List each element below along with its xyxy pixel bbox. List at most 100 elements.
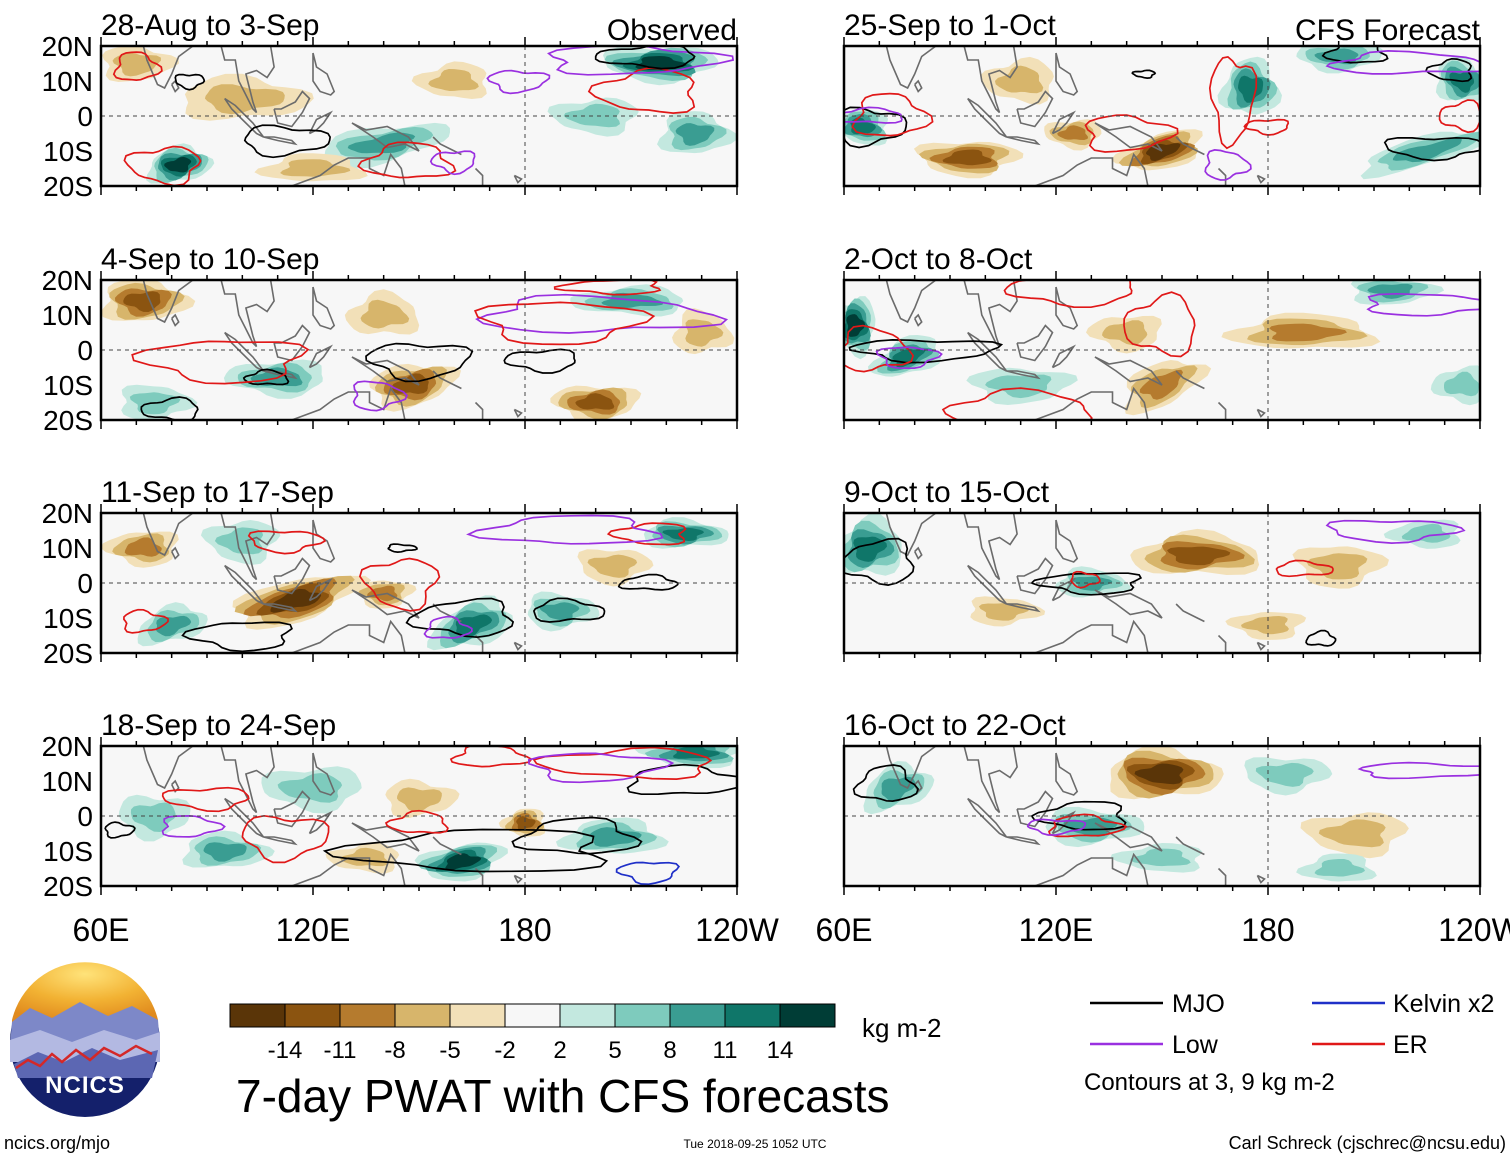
map-panel: 9-Oct to 15-Oct <box>842 476 1482 662</box>
contour-low <box>1325 50 1480 75</box>
coastline <box>351 589 420 619</box>
coastline <box>1175 370 1205 390</box>
contour-low <box>1026 818 1087 836</box>
pwat-anomaly-shade <box>1063 817 1118 837</box>
pwat-anomaly-shade <box>1367 283 1413 299</box>
panel-field <box>844 280 1480 420</box>
contour-er <box>112 51 163 81</box>
contour-er <box>1123 291 1196 358</box>
pwat-anomaly-shade <box>124 537 162 557</box>
contour-er <box>1243 118 1290 136</box>
contour-mjo <box>174 73 206 91</box>
coastline <box>963 513 1018 581</box>
map-panel: 16-Oct to 22-Oct <box>842 709 1482 895</box>
coastline <box>273 557 311 595</box>
x-tick-label: 60E <box>73 912 130 948</box>
coastline <box>291 852 406 886</box>
map-panel: 2-Oct to 8-Oct <box>842 243 1482 429</box>
pwat-anomaly-shade <box>673 746 721 759</box>
panel-title: 9-Oct to 15-Oct <box>844 476 1050 509</box>
coastline <box>142 280 194 324</box>
coastline <box>170 313 180 327</box>
pwat-anomaly-shade <box>846 314 866 337</box>
contour-mjo <box>181 621 293 653</box>
y-tick-label: 10S <box>43 603 93 634</box>
colorbar-swatch <box>229 1003 286 1028</box>
coastline <box>1055 286 1079 330</box>
pwat-anomaly-shade <box>662 527 704 541</box>
coastline <box>1055 752 1079 796</box>
map-panel: 18-Sep to 24-Sep 20N 10N 0 10S 20S <box>42 709 739 902</box>
panel-field <box>844 46 1480 186</box>
coastline <box>1034 619 1149 653</box>
contour-mjo <box>511 816 643 855</box>
pwat-anomaly-shade <box>1167 546 1231 566</box>
colorbar: -14 -11 -8 -5 -2 2 5 8 11 14 <box>229 1003 836 1064</box>
contour-low <box>1204 149 1252 181</box>
coastline <box>513 641 523 651</box>
contour-low <box>429 150 476 176</box>
contour-low <box>423 615 473 639</box>
contour-low <box>844 106 903 124</box>
colorbar-tick-label: 14 <box>767 1037 794 1064</box>
coastline <box>308 577 334 602</box>
contour-low <box>1357 761 1480 780</box>
x-tick-label: 180 <box>498 912 551 948</box>
coastline <box>885 46 937 90</box>
coastline <box>513 408 523 418</box>
coastline <box>1055 519 1079 563</box>
y-tick-label: 10S <box>43 836 93 867</box>
x-tick-label: 120E <box>1019 912 1094 948</box>
contour-low <box>466 514 664 545</box>
coastline <box>273 790 311 828</box>
pwat-anomaly-shade <box>978 603 1030 621</box>
contour-low <box>875 346 943 370</box>
legend-kelvin-label: Kelvin x2 <box>1393 990 1494 1018</box>
coastline <box>308 344 334 369</box>
pwat-anomaly-shade <box>1401 523 1451 543</box>
contour-mjo <box>844 537 915 586</box>
coastline <box>967 97 1008 138</box>
contour-er <box>358 557 441 612</box>
pwat-anomaly-shade <box>675 123 715 146</box>
contour-er <box>553 280 662 296</box>
panel-title: 16-Oct to 22-Oct <box>844 709 1066 742</box>
coastline <box>432 836 462 856</box>
pwat-anomaly-shade <box>1130 848 1191 867</box>
x-tick-label: 60E <box>816 912 873 948</box>
pwat-anomaly-shade <box>1269 323 1347 342</box>
contour-kelvin <box>615 861 681 886</box>
contour-er <box>241 814 330 864</box>
logo-text: NCICS <box>45 1072 125 1099</box>
pwat-anomaly-shade <box>1255 762 1314 787</box>
pwat-anomaly-shade <box>1134 763 1184 785</box>
y-tick-label: 20S <box>43 405 93 436</box>
coastline <box>885 513 937 557</box>
coastline <box>1051 110 1077 135</box>
footer-website: ncics.org/mjo <box>4 1133 110 1153</box>
pwat-anomaly-shade <box>1241 616 1289 635</box>
contour-er <box>1208 55 1258 150</box>
contour-mjo <box>387 543 418 553</box>
colorbar-tick-label: -11 <box>324 1037 357 1064</box>
y-tick-label: 20N <box>42 731 93 762</box>
coastline <box>1217 401 1227 420</box>
coastline <box>312 752 336 796</box>
contour-er <box>532 746 713 780</box>
pwat-anomaly-shade <box>392 373 429 394</box>
contour-er <box>1048 813 1128 838</box>
y-tick-label: 0 <box>77 335 93 366</box>
x-tick-label: 180 <box>1241 912 1294 948</box>
coastline <box>263 603 298 613</box>
contour-low <box>161 815 226 838</box>
y-tick-label: 10S <box>43 370 93 401</box>
colorbar-tick-label: 5 <box>608 1037 621 1064</box>
pwat-anomaly-shade <box>685 319 724 347</box>
pwat-anomaly-shade <box>397 787 442 812</box>
y-tick-label: 10N <box>42 766 93 797</box>
coastline <box>220 280 275 348</box>
pwat-anomaly-shade <box>250 367 303 387</box>
contour-low <box>527 752 675 784</box>
coastline <box>885 746 937 790</box>
coastline <box>1175 136 1205 156</box>
